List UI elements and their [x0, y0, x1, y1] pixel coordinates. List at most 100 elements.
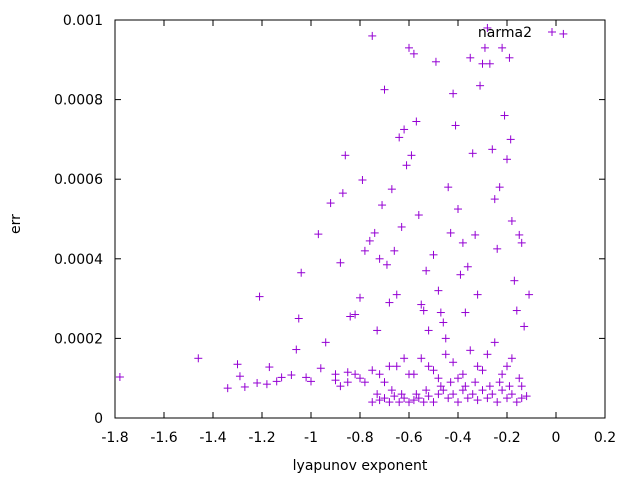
data-point: [356, 293, 364, 302]
data-point: [454, 398, 462, 407]
data-point: [307, 377, 315, 386]
x-tick-label: -0.2: [493, 430, 520, 446]
y-tick-label: 0.0004: [54, 252, 103, 268]
data-point: [449, 390, 458, 399]
data-point: [265, 363, 274, 372]
y-tick-label: 0.001: [63, 13, 103, 29]
data-point: [331, 376, 340, 385]
data-point: [358, 175, 367, 184]
data-point: [559, 29, 568, 38]
data-point: [409, 49, 418, 58]
data-point: [390, 246, 399, 255]
data-point: [466, 53, 475, 62]
data-point: [409, 370, 418, 379]
data-point: [458, 238, 467, 247]
data-point: [400, 125, 409, 134]
data-point: [341, 151, 350, 160]
data-point: [292, 345, 301, 354]
data-point: [370, 228, 379, 237]
data-point: [517, 238, 526, 247]
x-tick-label: -0.8: [346, 430, 373, 446]
data-point: [441, 350, 450, 359]
data-point: [235, 372, 244, 381]
data-points: [115, 23, 568, 407]
x-tick-label: 0: [552, 430, 561, 446]
data-point: [471, 230, 480, 239]
data-point: [387, 185, 396, 194]
data-point: [483, 350, 492, 359]
data-point: [517, 382, 526, 391]
data-point: [385, 362, 394, 371]
data-point: [471, 378, 480, 387]
data-point: [373, 326, 382, 335]
data-point: [387, 386, 396, 395]
data-point: [454, 205, 462, 214]
data-point: [378, 201, 387, 210]
data-point: [351, 310, 360, 319]
data-point: [240, 382, 249, 391]
data-point: [506, 135, 515, 144]
data-point: [449, 89, 458, 98]
data-point: [422, 266, 431, 275]
data-point: [424, 326, 433, 335]
data-point: [431, 57, 440, 66]
data-point: [294, 314, 303, 323]
data-point: [302, 373, 311, 382]
data-point: [454, 374, 462, 383]
data-point: [253, 378, 262, 387]
data-point: [515, 374, 524, 383]
x-axis-ticks: -1.8 -1.6 -1.4 -1.2 -1 -0.8 -0.6 -0.4 -0.2 0 0.2: [101, 20, 616, 446]
data-point: [297, 268, 306, 277]
data-point: [458, 370, 467, 379]
data-point: [397, 222, 406, 231]
x-tick-label: -1.4: [199, 430, 226, 446]
data-point: [351, 370, 360, 379]
data-point: [503, 362, 511, 371]
y-tick-label: 0: [94, 411, 103, 427]
data-point: [434, 286, 443, 295]
data-point: [436, 382, 445, 391]
x-tick-label: -1.8: [101, 430, 128, 446]
data-point: [380, 85, 389, 94]
data-point: [473, 396, 482, 405]
data-point: [417, 300, 426, 309]
data-point: [485, 382, 494, 391]
data-point: [365, 236, 374, 245]
data-point: [402, 161, 411, 170]
data-point: [314, 230, 323, 239]
data-point: [495, 183, 504, 192]
data-point: [380, 378, 389, 387]
data-point: [444, 183, 453, 192]
data-point: [512, 398, 521, 407]
data-point: [419, 306, 428, 315]
data-point: [424, 392, 433, 401]
data-point: [466, 346, 475, 355]
data-point: [382, 260, 391, 269]
data-point: [262, 380, 271, 389]
data-point: [287, 371, 296, 380]
data-point: [409, 396, 418, 405]
data-point: [405, 43, 413, 52]
data-point: [463, 394, 472, 403]
data-point: [397, 390, 406, 399]
data-point: [476, 81, 485, 90]
data-point: [429, 398, 438, 407]
data-point: [368, 366, 377, 375]
data-point: [400, 354, 409, 363]
data-point: [223, 384, 232, 393]
data-point: [316, 364, 325, 373]
data-point: [507, 354, 516, 363]
data-point: [436, 308, 445, 317]
data-point: [368, 31, 377, 40]
x-tick-label: -1: [304, 430, 318, 446]
data-point: [473, 362, 482, 371]
x-axis-label: lyapunov exponent: [293, 458, 428, 474]
data-point: [449, 358, 458, 367]
data-point: [503, 155, 511, 164]
data-point: [338, 189, 347, 198]
data-point: [395, 398, 404, 407]
legend-label: narma2: [478, 25, 532, 41]
data-point: [343, 378, 352, 387]
data-point: [483, 394, 492, 403]
data-point: [417, 354, 426, 363]
